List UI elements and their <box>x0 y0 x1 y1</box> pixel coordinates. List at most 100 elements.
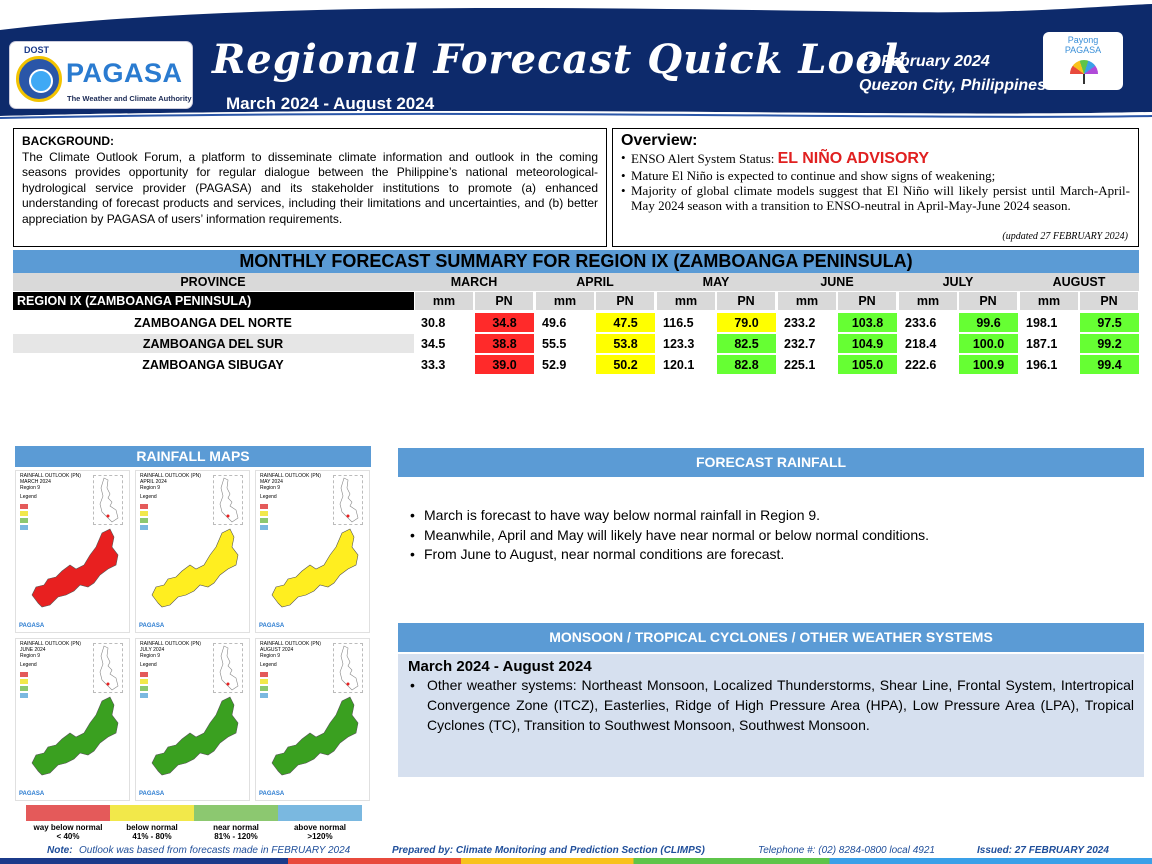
header-banner: DOST PAGASA The Weather and Climate Auth… <box>0 0 1152 122</box>
background-box: BACKGROUND: The Climate Outlook Forum, a… <box>13 128 607 247</box>
footer-note-label: Note: <box>47 845 73 856</box>
mm-value-cell: 34.5 <box>421 336 446 351</box>
map-pagasa-logo: PAGASA <box>139 791 165 797</box>
payong-line1: Payong <box>1067 35 1099 45</box>
legend-swatch <box>140 525 148 530</box>
pn-value-cell: 99.2 <box>1080 334 1139 353</box>
map-label-label: RAINFALL OUTLOOK (PN) <box>140 473 201 479</box>
map-label: RAINFALL OUTLOOK (PN) JULY 2024 Region 9 Le… <box>140 641 201 668</box>
pn-value-cell: 99.4 <box>1080 355 1139 374</box>
legend-swatch <box>140 518 148 523</box>
legend-swatch <box>20 525 28 530</box>
footer-color-strip <box>0 858 1152 864</box>
monsoon-title: MONSOON / TROPICAL CYCLONES / OTHER WEAT… <box>398 623 1144 652</box>
mm-value-cell: 123.3 <box>663 336 695 351</box>
footer-issued: Issued: 27 FEBRUARY 2024 <box>977 845 1109 856</box>
philippines-inset-map <box>213 643 243 693</box>
mm-value-cell: 218.4 <box>905 336 937 351</box>
monsoon-period: March 2024 - August 2024 <box>408 658 592 675</box>
mm-header: mm <box>536 292 594 310</box>
region-map-shape <box>31 696 119 776</box>
legend-swatch <box>20 686 28 691</box>
month-header: JULY <box>942 275 974 289</box>
list-item: From June to August, near normal conditi… <box>408 545 1128 565</box>
pn-value-cell: 38.8 <box>475 334 534 353</box>
mm-value-cell: 232.7 <box>784 336 816 351</box>
map-legend-swatches <box>140 502 186 530</box>
mm-header: mm <box>657 292 715 310</box>
footer-prepared: Prepared by: Climate Monitoring and Pred… <box>392 845 705 856</box>
rainfall-map-panel: RAINFALL OUTLOOK (PN) APRIL 2024 Region 9 L… <box>135 470 250 633</box>
map-legend-heading: Legend <box>260 494 277 500</box>
philippines-inset-map <box>213 475 243 525</box>
map-pagasa-logo: PAGASA <box>259 623 285 629</box>
header-wave-background <box>0 4 1152 122</box>
mm-header: mm <box>415 292 473 310</box>
legend-range: 41% - 80% <box>132 832 172 841</box>
pn-value-cell: 100.9 <box>959 355 1018 374</box>
map-label: RAINFALL OUTLOOK (PN) MARCH 2024 Region 9 L… <box>20 473 81 500</box>
mm-value-cell: 233.6 <box>905 315 937 330</box>
legend-swatch <box>260 525 268 530</box>
pn-value-cell: 47.5 <box>596 313 655 332</box>
legend-swatch <box>140 511 148 516</box>
region-map-shape <box>151 528 239 608</box>
rainfall-map-panel: RAINFALL OUTLOOK (PN) AUGUST 2024 Region 9… <box>255 638 370 801</box>
legend-label: below normal 41% - 80% <box>110 823 194 841</box>
logo-tagline: The Weather and Climate Authority <box>67 94 192 103</box>
legend-swatch <box>260 693 268 698</box>
enso-status-badge: EL NIÑO ADVISORY <box>777 150 930 167</box>
pn-value-cell: 39.0 <box>475 355 534 374</box>
map-label-label: RAINFALL OUTLOOK (PN) <box>20 473 81 479</box>
forecast-period: March 2024 - August 2024 <box>226 94 435 113</box>
footer: Note: Outlook was based from forecasts m… <box>0 843 1152 859</box>
legend-label: above normal >120% <box>278 823 362 841</box>
legend-swatch <box>260 686 268 691</box>
footer-telephone: Telephone #: (02) 8284-0800 local 4921 <box>758 845 935 856</box>
payong-line2: PAGASA <box>1064 45 1102 55</box>
month-header: JUNE <box>820 275 854 289</box>
pn-value-cell: 34.8 <box>475 313 534 332</box>
list-item: Other weather systems: Northeast Monsoon… <box>408 675 1134 735</box>
page-title: Regional Forecast Quick Look <box>212 36 912 83</box>
pn-value-cell: 50.2 <box>596 355 655 374</box>
map-pagasa-logo: PAGASA <box>19 791 45 797</box>
philippines-inset-map <box>93 643 123 693</box>
philippines-inset-map <box>333 643 363 693</box>
mm-value-cell: 187.1 <box>1026 336 1058 351</box>
enso-label: ENSO Alert System Status: <box>631 151 778 166</box>
map-legend-swatches <box>260 502 306 530</box>
map-label: RAINFALL OUTLOOK (PN) MAY 2024 Region 9 Leg… <box>260 473 321 500</box>
province-column-header: PROVINCE <box>180 275 246 289</box>
overview-item-2: Mature El Niño is expected to continue a… <box>621 168 1130 183</box>
mm-value-cell: 196.1 <box>1026 357 1058 372</box>
rainfall-map-panel: RAINFALL OUTLOOK (PN) MARCH 2024 Region 9 L… <box>15 470 130 633</box>
pn-header: PN <box>475 292 533 310</box>
rainfall-map-panel: RAINFALL OUTLOOK (PN) JULY 2024 Region 9 Le… <box>135 638 250 801</box>
summary-title: MONTHLY FORECAST SUMMARY FOR REGION IX (… <box>13 250 1139 273</box>
mm-value-cell: 233.2 <box>784 315 816 330</box>
legend-swatch <box>20 693 28 698</box>
region-map-shape <box>271 528 359 608</box>
legend-swatch <box>260 679 268 684</box>
pagasa-logo: DOST PAGASA The Weather and Climate Auth… <box>10 42 192 108</box>
pn-value-cell: 82.5 <box>717 334 776 353</box>
list-item: March is forecast to have way below norm… <box>408 506 1128 526</box>
month-header: APRIL <box>576 275 614 289</box>
map-label-region: Region 9 <box>20 485 41 491</box>
province-cell: ZAMBOANGA SIBUGAY <box>142 357 284 372</box>
legend-swatch <box>140 693 148 698</box>
table-row: ZAMBOANGA DEL SUR 34.5 38.8 55.5 53.8 123.3 82… <box>13 334 1139 353</box>
pn-value-cell: 53.8 <box>596 334 655 353</box>
issue-place: Quezon City, Philippines <box>859 77 1046 94</box>
map-label-month: AUGUST 2024 <box>260 647 294 653</box>
legend-range: 81% - 120% <box>214 832 258 841</box>
mm-value-cell: 30.8 <box>421 315 446 330</box>
pn-value-cell: 103.8 <box>838 313 897 332</box>
overview-item-3: Majority of global climate models sugges… <box>621 183 1130 213</box>
mm-value-cell: 55.5 <box>542 336 567 351</box>
forecast-rainfall-list: March is forecast to have way below norm… <box>408 506 1128 565</box>
region-map-shape <box>151 696 239 776</box>
month-header: AUGUST <box>1052 275 1106 289</box>
legend-swatch <box>20 504 28 509</box>
